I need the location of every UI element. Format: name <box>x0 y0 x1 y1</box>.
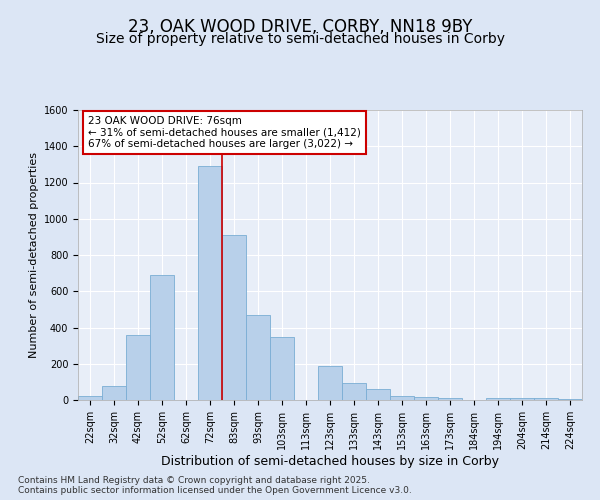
Bar <box>198 166 222 400</box>
Bar <box>510 398 534 400</box>
Text: 23 OAK WOOD DRIVE: 76sqm
← 31% of semi-detached houses are smaller (1,412)
67% o: 23 OAK WOOD DRIVE: 76sqm ← 31% of semi-d… <box>88 116 361 149</box>
Bar <box>438 398 462 400</box>
Bar <box>414 398 438 400</box>
Bar <box>390 396 414 400</box>
Text: Contains HM Land Registry data © Crown copyright and database right 2025.
Contai: Contains HM Land Registry data © Crown c… <box>18 476 412 495</box>
Bar <box>534 398 558 400</box>
Bar <box>222 235 246 400</box>
Bar <box>558 399 582 400</box>
Bar <box>270 336 294 400</box>
Bar <box>486 398 510 400</box>
Bar <box>318 366 342 400</box>
Bar <box>78 396 102 400</box>
Text: Size of property relative to semi-detached houses in Corby: Size of property relative to semi-detach… <box>95 32 505 46</box>
Bar <box>126 335 150 400</box>
Text: 23, OAK WOOD DRIVE, CORBY, NN18 9BY: 23, OAK WOOD DRIVE, CORBY, NN18 9BY <box>128 18 472 36</box>
Bar <box>366 389 390 400</box>
Bar <box>246 315 270 400</box>
Y-axis label: Number of semi-detached properties: Number of semi-detached properties <box>29 152 40 358</box>
Bar <box>342 383 366 400</box>
Bar <box>102 386 126 400</box>
Bar <box>150 275 174 400</box>
X-axis label: Distribution of semi-detached houses by size in Corby: Distribution of semi-detached houses by … <box>161 454 499 468</box>
